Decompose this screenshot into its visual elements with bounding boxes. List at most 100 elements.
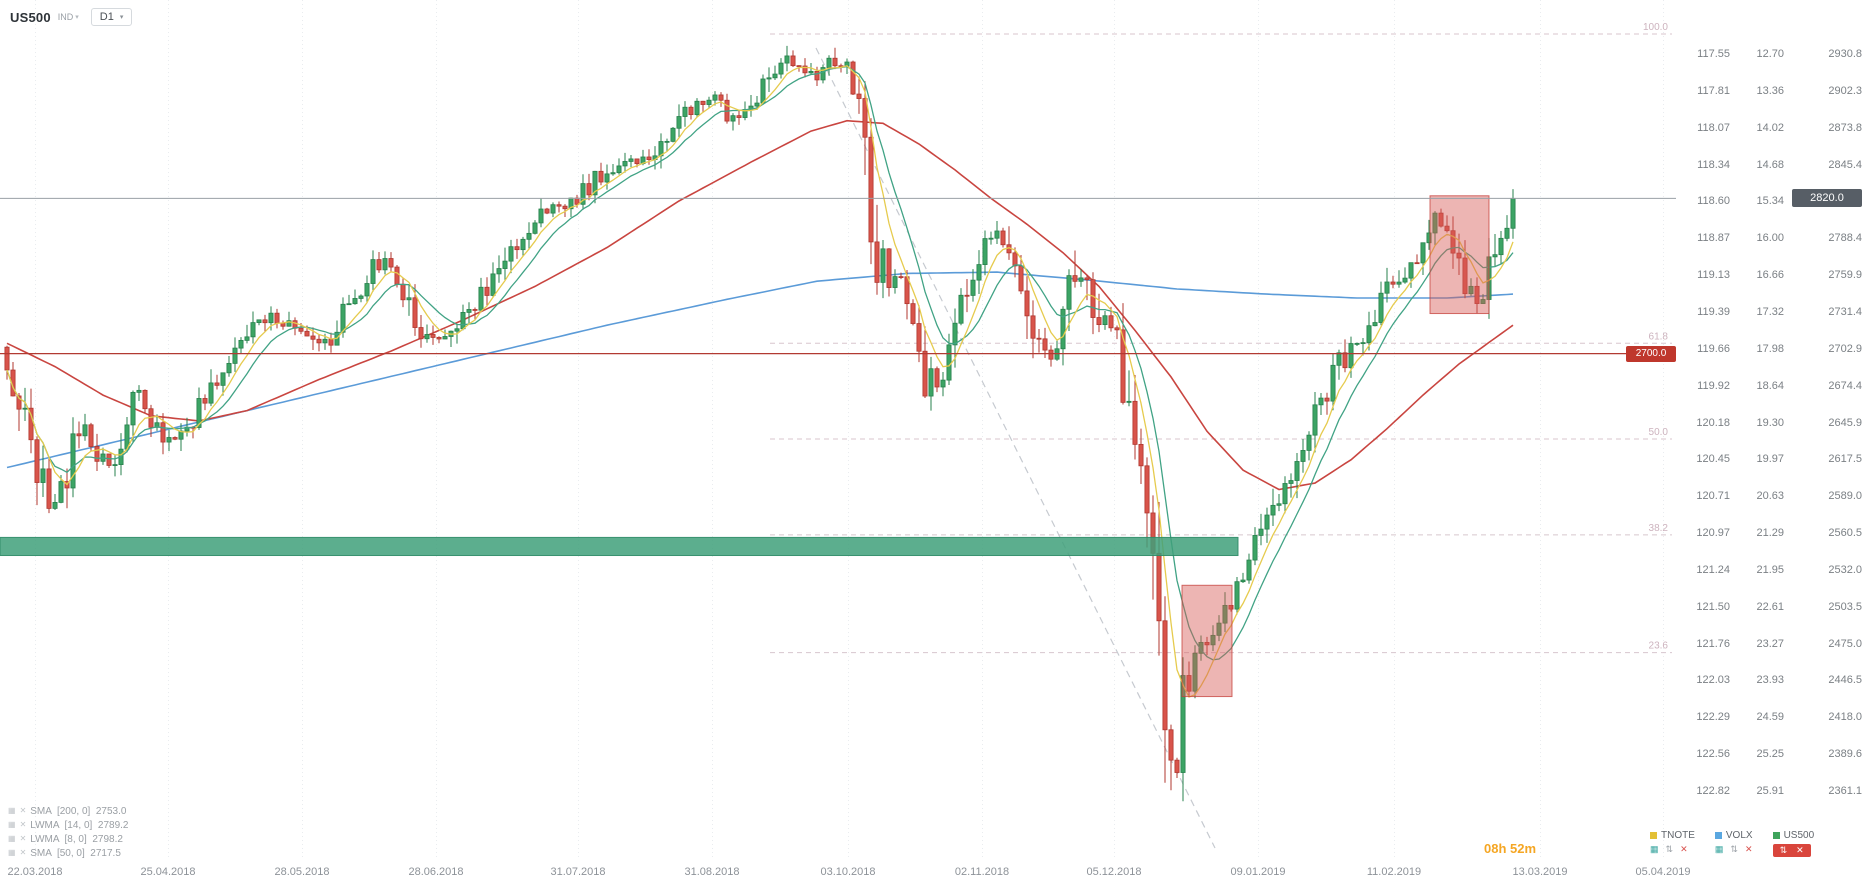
level-line-badge: 2700.0: [1626, 345, 1676, 362]
axis-price-value: 2873.8: [1828, 121, 1862, 134]
axis-price-value: 2589.0: [1828, 490, 1862, 503]
axis-price-value: 24.59: [1756, 711, 1784, 724]
indicator-label: LWMA [8, 0] 2798.2: [30, 833, 123, 845]
axis-price-value: 25.91: [1756, 785, 1784, 797]
axis-price-value: 118.87: [1697, 232, 1730, 245]
lwma-8-line[interactable]: [6, 65, 1514, 698]
time-axis-label: 22.03.2018: [7, 866, 63, 878]
instrument-color-swatch: [1714, 832, 1722, 839]
axis-price-value: 18.64: [1756, 379, 1784, 392]
axis-price-value: 119.13: [1697, 269, 1730, 282]
level-line-value: 2700.0: [1635, 348, 1667, 360]
axis-price-value: 121.24: [1696, 563, 1730, 576]
overlay-instrument-tnote[interactable]: TNOTE ▦ ⇅ ✕: [1650, 830, 1695, 857]
indicator-chart-icon[interactable]: ▦: [8, 820, 16, 829]
indicator-remove-icon[interactable]: ✕: [19, 848, 27, 857]
candles[interactable]: [4, 45, 1516, 802]
axis-price-value: 122.82: [1696, 785, 1730, 797]
trendline[interactable]: [815, 47, 1216, 849]
axis-price-value: 2446.5: [1828, 674, 1862, 687]
axis-price-value: 117.81: [1697, 84, 1730, 97]
indicator-row: ▦ ✕ LWMA [14, 0] 2789.2: [8, 818, 128, 832]
overlay-instrument-us500[interactable]: US500 ⇅ ✕: [1772, 830, 1814, 857]
axis-price-value: 117.55: [1697, 48, 1730, 60]
current-price-value: 2820.0: [1810, 192, 1844, 205]
axis-price-value: 119.92: [1697, 379, 1730, 392]
fibonacci-retracement[interactable]: 100.0 61.8 50.0 38.2 23.6: [770, 22, 1672, 654]
axis-price-value: 14.68: [1756, 158, 1784, 171]
axis-price-value: 121.50: [1696, 600, 1730, 613]
scale-toggle-icon[interactable]: ⇅: [1665, 844, 1674, 854]
scale-toggle-icon[interactable]: ⇅: [1730, 844, 1738, 854]
supply-zone[interactable]: [1429, 195, 1490, 315]
axis-price-value: 16.00: [1756, 232, 1784, 245]
time-axis-label: 28.06.2018: [408, 866, 464, 878]
fib-level-label: 50.0: [1649, 427, 1669, 438]
price-scale-column-volx[interactable]: 12.70 13.36 14.02 14.68 15.34 16.00 16.66 17.32…: [1738, 0, 1784, 885]
axis-price-value: 2645.9: [1828, 416, 1862, 429]
price-scale-column-us500[interactable]: 2930.8 2902.3 2873.8 2845.4 2788.4 2759.9 2731…: [1792, 0, 1862, 885]
time-axis-label: 25.04.2018: [140, 866, 196, 878]
axis-price-value: 2503.5: [1828, 600, 1862, 613]
indicator-chart-icon[interactable]: ▦: [8, 834, 16, 843]
time-axis-label: 05.04.2019: [1635, 866, 1691, 878]
indicator-row: ▦ ✕ SMA [50, 0] 2717.5: [8, 846, 128, 860]
time-axis-label: 13.03.2019: [1512, 866, 1568, 878]
axis-price-value: 2560.5: [1828, 527, 1862, 540]
sma-50-line[interactable]: [6, 119, 1514, 491]
axis-price-value: 15.34: [1756, 195, 1784, 208]
axis-price-value: 119.39: [1697, 305, 1730, 318]
axis-price-value: 2532.0: [1828, 563, 1862, 576]
remove-instrument-icon[interactable]: ✕: [1680, 844, 1688, 854]
axis-price-value: 20.63: [1756, 490, 1784, 503]
axis-price-value: 2617.5: [1828, 453, 1862, 466]
sma-200-line[interactable]: [6, 271, 1514, 469]
fib-level-label: 61.8: [1649, 331, 1669, 342]
axis-price-value: 118.60: [1697, 195, 1730, 208]
instrument-type-badge: IND: [57, 12, 74, 22]
axis-price-value: 13.36: [1756, 84, 1784, 97]
axis-price-value: 2674.4: [1828, 379, 1862, 392]
overlay-instrument-volx[interactable]: VOLX ▦ ⇅ ✕: [1714, 830, 1753, 857]
remove-instrument-icon[interactable]: ✕: [1796, 845, 1804, 855]
chart-type-icon[interactable]: ▦: [1714, 844, 1724, 854]
axis-price-value: 19.30: [1756, 416, 1784, 429]
axis-price-value: 21.95: [1756, 563, 1784, 576]
axis-price-value: 14.02: [1756, 121, 1784, 134]
fib-level-label: 100.0: [1643, 22, 1668, 33]
time-scale[interactable]: 22.03.2018 25.04.2018 28.05.2018 28.06.2018…: [0, 866, 1720, 882]
indicator-label: LWMA [14, 0] 2789.2: [30, 819, 129, 831]
axis-price-value: 23.93: [1756, 674, 1784, 687]
indicator-chart-icon[interactable]: ▦: [8, 848, 16, 857]
price-chart-canvas[interactable]: 100.0 61.8 50.0 38.2 23.6: [0, 0, 1680, 885]
indicator-remove-icon[interactable]: ✕: [19, 806, 27, 815]
scale-toggle-icon[interactable]: ⇅: [1779, 845, 1788, 855]
indicator-chart-icon[interactable]: ▦: [8, 806, 16, 815]
timeframe-dropdown[interactable]: D1 ▾: [90, 8, 133, 26]
remove-instrument-icon[interactable]: ✕: [1744, 844, 1753, 854]
instrument-color-swatch: [1650, 832, 1657, 839]
chevron-down-icon: ▾: [75, 14, 79, 21]
time-axis-label: 05.12.2018: [1086, 866, 1142, 878]
axis-price-value: 2389.6: [1828, 748, 1862, 761]
indicator-row: ▦ ✕ LWMA [8, 0] 2798.2: [8, 832, 128, 846]
indicator-label: SMA [200, 0] 2753.0: [30, 805, 127, 817]
chart-type-icon[interactable]: ▦: [1650, 844, 1659, 854]
axis-price-value: 17.98: [1756, 342, 1784, 355]
time-axis-label: 11.02.2019: [1366, 866, 1422, 878]
axis-price-value: 122.56: [1696, 748, 1730, 761]
overlay-instruments: TNOTE ▦ ⇅ ✕ VOLX ▦ ⇅ ✕ US500 ⇅ ✕: [1650, 830, 1814, 857]
instrument-name: VOLX: [1725, 830, 1753, 841]
axis-price-value: 2418.0: [1828, 711, 1862, 724]
indicator-remove-icon[interactable]: ✕: [19, 820, 27, 829]
demand-zone[interactable]: [1181, 584, 1233, 698]
axis-price-value: 2731.4: [1828, 305, 1862, 318]
indicator-remove-icon[interactable]: ✕: [19, 834, 27, 843]
axis-price-value: 23.27: [1756, 637, 1784, 650]
price-scale-column-tnote[interactable]: 117.55 117.81 118.07 118.34 118.60 118.87 119.…: [1680, 0, 1730, 885]
current-price-badge: 2820.0: [1792, 189, 1862, 208]
support-zone[interactable]: [0, 536, 1239, 557]
axis-price-value: 2902.3: [1828, 84, 1862, 97]
price-scale[interactable]: 117.55 117.81 118.07 118.34 118.60 118.87 119.…: [1680, 0, 1866, 885]
